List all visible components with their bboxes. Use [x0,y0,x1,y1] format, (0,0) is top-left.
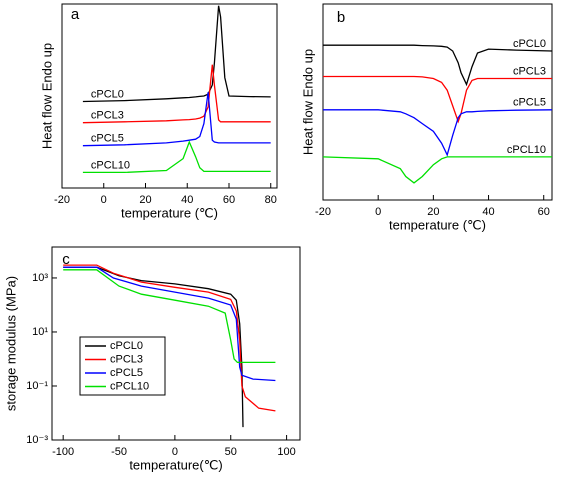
plot-frame [51,246,301,441]
y-tick-label: 10¹ [32,326,48,338]
plot-frame [322,3,553,201]
panel-label: b [337,9,345,26]
x-tick-label: -100 [52,446,74,458]
y-axis-label: storage modulus (MPa) [3,276,18,411]
series-label: cPCL3 [513,65,546,77]
series-label: cPCL0 [91,88,124,100]
x-tick-label: 60 [538,206,550,218]
y-axis-label: Heat flow Endo up [300,49,315,155]
x-tick-label: 60 [223,194,235,206]
series-line [63,264,276,412]
x-tick-label: 0 [101,194,107,206]
x-tick-label: 100 [277,446,295,458]
panel-label: c [62,251,70,268]
y-tick-label: 10⁻³ [26,434,48,446]
x-tick-label: 50 [225,446,237,458]
x-axis-label: temperature (℃) [121,205,218,220]
y-axis-label: Heat flow Endo up [39,43,54,149]
x-tick-label: 20 [139,194,151,206]
legend-label: cPCL3 [110,353,143,365]
series-line [63,269,276,364]
x-axis-label: temperature(℃) [129,457,222,472]
series-line [63,266,276,382]
legend-label: cPCL5 [110,367,143,379]
y-tick-label: 10⁻¹ [26,380,48,392]
y-tick-label: 10³ [32,272,48,284]
x-tick-label: -20 [315,206,331,218]
x-tick-label: 0 [375,206,381,218]
plot-frame [61,3,278,189]
series-label: cPCL10 [91,159,130,171]
legend-label: cPCL10 [110,380,149,392]
series-label: cPCL3 [91,110,124,122]
x-tick-label: 40 [181,194,193,206]
series-label: cPCL10 [507,144,546,156]
series-line [82,92,271,147]
series-line [82,5,271,103]
series-line [323,75,552,124]
x-tick-label: 20 [427,206,439,218]
legend-label: cPCL0 [110,340,143,352]
series-label: cPCL5 [91,133,124,145]
x-tick-label: 40 [482,206,494,218]
series-label: cPCL5 [513,97,546,109]
series-line [322,156,552,184]
x-tick-label: 80 [265,194,277,206]
x-tick-label: -20 [54,194,70,206]
series-line [82,64,271,124]
panel-label: a [71,6,80,23]
x-tick-label: 0 [172,446,178,458]
x-tick-label: -50 [111,446,127,458]
series-line [82,140,271,174]
x-axis-label: temperature (℃) [389,217,486,232]
series-line [323,109,553,157]
series-label: cPCL0 [513,38,546,50]
series-line [323,44,553,87]
